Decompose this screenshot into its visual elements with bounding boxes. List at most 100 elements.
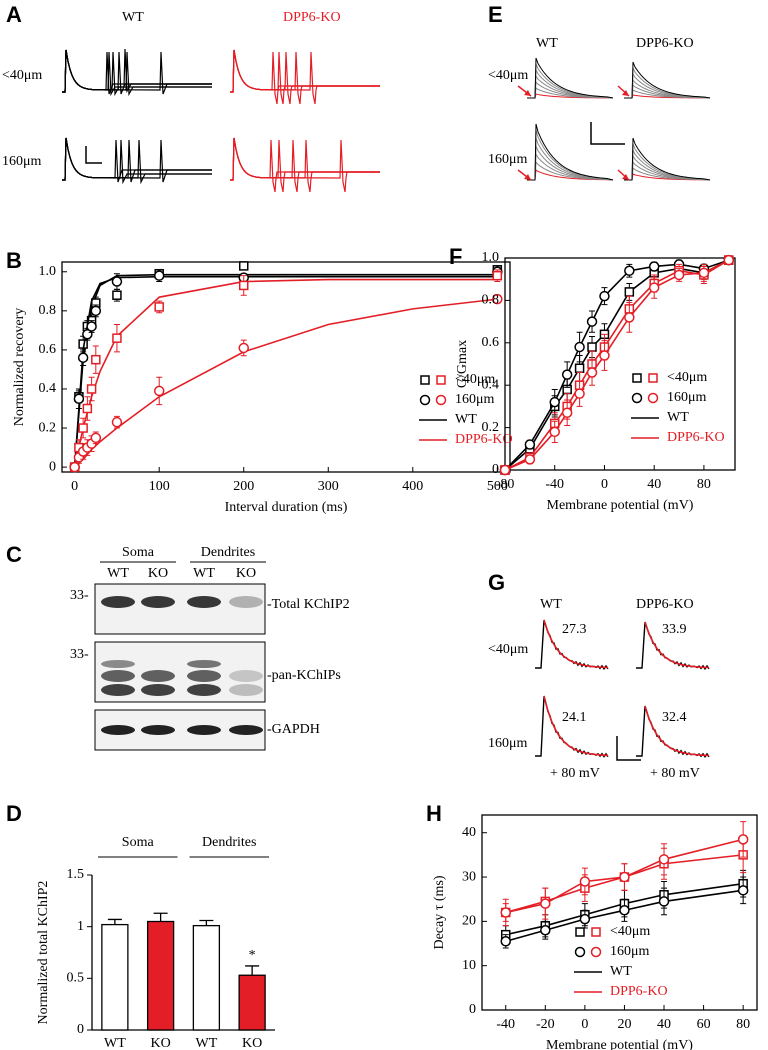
- trace: [62, 137, 212, 183]
- column-label: DPP6-KO: [283, 10, 341, 25]
- group-label: Dendrites: [201, 545, 255, 560]
- x-tick-label: 80: [736, 1017, 750, 1032]
- marker: [737, 834, 749, 845]
- voltage-label: + 80 mV: [650, 766, 700, 781]
- marker: [86, 321, 97, 332]
- x-tick-label: 20: [617, 1017, 631, 1032]
- legend-label: WT: [667, 410, 689, 425]
- scale-bar: [85, 146, 102, 164]
- group-label: Soma: [122, 545, 155, 560]
- y-axis-label: Normalized total KChIP2: [36, 881, 51, 1025]
- fit-line: [74, 298, 498, 468]
- x-axis-label: Membrane potential (mV): [547, 498, 694, 513]
- legend-marker: [419, 394, 431, 406]
- marker: [574, 341, 585, 353]
- mw-marker: 33-: [70, 647, 89, 662]
- band: [229, 725, 263, 735]
- y-tick-label: 1: [77, 919, 84, 934]
- trace: [62, 48, 212, 97]
- marker: [586, 367, 598, 378]
- panel-label: H: [426, 801, 442, 826]
- legend-marker: [436, 375, 446, 385]
- legend-label: DPP6-KO: [610, 984, 668, 999]
- annotation: *: [249, 948, 256, 963]
- band: [187, 670, 221, 682]
- marker: [648, 282, 660, 293]
- row-label: <40μm: [2, 68, 42, 83]
- error-bar: [107, 918, 122, 925]
- x-tick-label: 60: [697, 1017, 711, 1032]
- marker: [500, 936, 511, 947]
- marker: [574, 363, 585, 373]
- bar: [192, 924, 221, 1031]
- legend-marker: [574, 946, 586, 958]
- bar: [101, 923, 129, 1031]
- tau-value: 27.3: [562, 622, 587, 637]
- y-tick-label: 10: [462, 958, 476, 973]
- x-tick-label: 80: [697, 477, 711, 492]
- row-label: <40μm: [488, 642, 528, 657]
- legend-marker: [590, 946, 602, 958]
- trace: [527, 152, 614, 181]
- panel-label: C: [6, 542, 22, 567]
- band: [187, 660, 221, 668]
- plot-frame: [481, 814, 758, 1011]
- x-tick-label: KO: [151, 1036, 171, 1050]
- lane-label: WT: [107, 566, 129, 581]
- marker: [549, 396, 560, 408]
- scale-bar: [616, 736, 641, 761]
- legend-marker: [631, 392, 643, 404]
- trace: [624, 137, 711, 181]
- bar: [238, 974, 266, 1031]
- band: [141, 684, 175, 696]
- tau-value: 33.9: [662, 622, 687, 637]
- marker: [624, 265, 635, 276]
- legend-marker: [647, 392, 659, 404]
- blot: [94, 583, 266, 635]
- trace: [62, 137, 212, 183]
- marker: [579, 913, 591, 925]
- legend-label: DPP6-KO: [455, 432, 513, 447]
- marker: [723, 254, 735, 266]
- band: [101, 684, 135, 696]
- lane-label: KO: [148, 566, 168, 581]
- error-bar: [199, 919, 214, 926]
- marker: [500, 907, 511, 918]
- legend-label: 160μm: [455, 392, 495, 407]
- marker: [698, 267, 710, 279]
- arrow-head: [622, 174, 629, 180]
- marker: [624, 312, 635, 323]
- marker: [561, 369, 573, 380]
- x-tick-label: -40: [496, 1017, 515, 1032]
- marker: [91, 354, 101, 365]
- y-tick-label: 0.6: [482, 335, 500, 350]
- trace: [230, 49, 380, 105]
- marker: [90, 305, 102, 317]
- trace: [527, 123, 614, 181]
- y-tick-label: 0: [492, 462, 499, 477]
- trace: [62, 49, 212, 97]
- x-axis-label: Membrane potential (mV): [546, 1038, 693, 1050]
- y-tick-label: 30: [462, 869, 476, 884]
- lane-label: KO: [236, 566, 256, 581]
- fit-line: [73, 278, 498, 468]
- marker: [238, 280, 249, 291]
- marker: [524, 439, 536, 450]
- column-label: DPP6-KO: [636, 597, 694, 612]
- trace: [644, 705, 710, 757]
- legend-label: <40μm: [455, 372, 495, 387]
- x-tick-label: 40: [647, 477, 661, 492]
- x-tick-label: 200: [233, 479, 254, 494]
- x-tick-label: 500: [487, 479, 508, 494]
- marker: [524, 454, 536, 465]
- y-tick-label: 1.0: [39, 264, 57, 279]
- marker: [78, 423, 88, 433]
- x-tick-label: 100: [149, 479, 170, 494]
- band: [187, 684, 221, 696]
- tau-value: 24.1: [562, 710, 587, 725]
- marker: [153, 385, 165, 397]
- y-axis-label: Decay τ (ms): [432, 875, 447, 949]
- row-label: 160μm: [488, 736, 528, 751]
- arrow-head: [524, 90, 531, 96]
